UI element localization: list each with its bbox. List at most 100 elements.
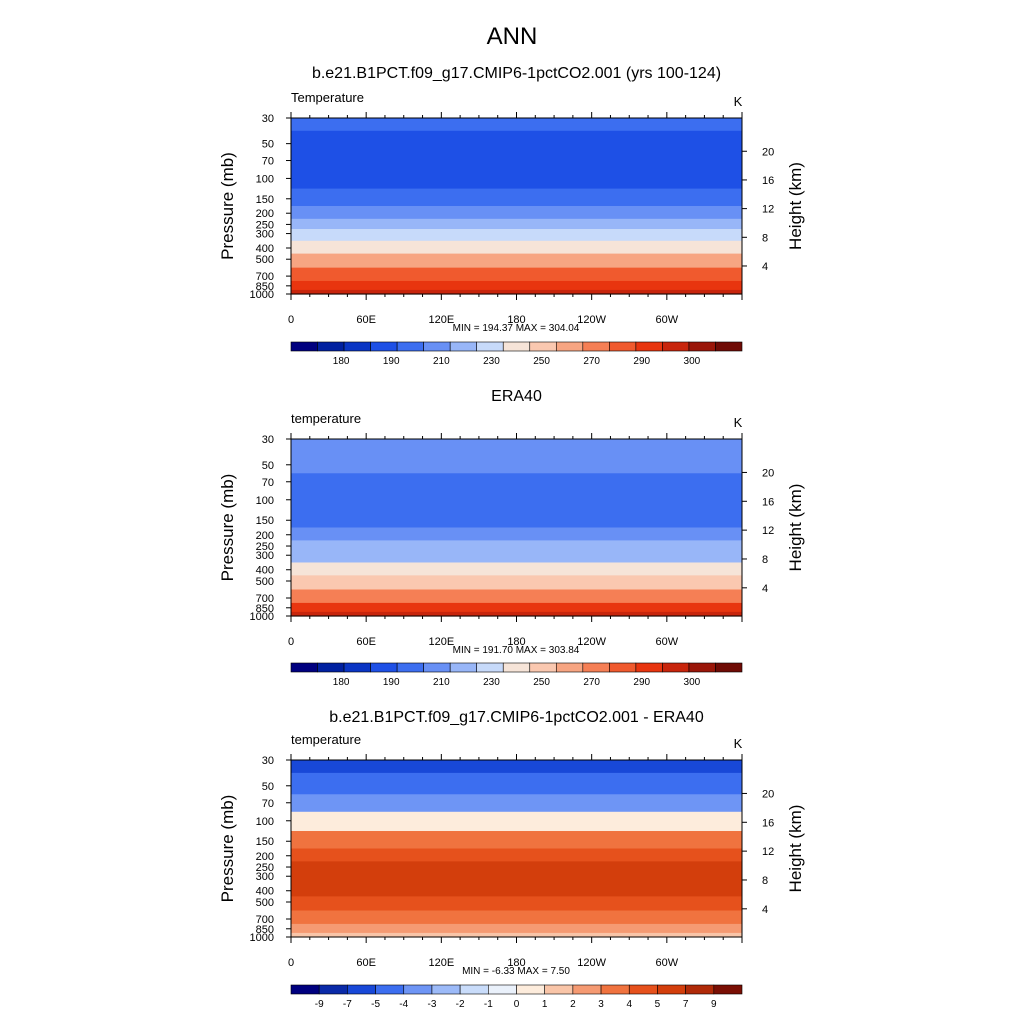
x-tick-label-180: 180 [507,314,525,326]
contour-band-300 [291,550,742,564]
y-tick-label-50: 50 [262,781,274,793]
height-tick-label-20: 20 [762,146,774,158]
colorbar-swatch [431,984,461,995]
contour-bands [291,439,742,617]
colorbar-label--2: -2 [456,999,465,1010]
colorbar-label-190: 190 [383,356,400,367]
height-axis: 20 16 12 8 4 Height (km) [742,788,805,916]
x-tick-label-120W: 120W [577,314,606,326]
colorbar-label--4: -4 [399,999,408,1010]
y-tick-label-400: 400 [256,243,274,255]
contour-band-1000 [291,932,742,938]
y-tick-label-500: 500 [256,897,274,909]
x-tick-label-0: 0 [288,636,294,648]
x-tick-label-60W: 60W [656,314,679,326]
height-axis: 20 16 12 8 4 Height (km) [742,467,805,595]
contour-band-850 [291,280,742,291]
y-tick-label-100: 100 [256,816,274,828]
height-axis-label: Height (km) [786,484,805,572]
y-tick-label-300: 300 [256,550,274,562]
height-tick-label-20: 20 [762,788,774,800]
panel-variable-label: temperature [291,411,361,426]
colorbar-label-290: 290 [633,356,650,367]
contour-bands [291,760,742,938]
contour-band-30 [291,760,742,774]
y-tick-label-30: 30 [262,434,274,446]
y-tick-label-300: 300 [256,871,274,883]
colorbar-label-270: 270 [583,356,600,367]
contour-band-70 [291,794,742,813]
colorbar-swatch [713,984,743,995]
colorbar-label-180: 180 [333,677,350,688]
y-tick-label-70: 70 [262,477,274,489]
x-tick-label-120E: 120E [428,314,454,326]
colorbar-label-290: 290 [633,677,650,688]
panel-title: b.e21.B1PCT.f09_g17.CMIP6-1pctCO2.001 - … [329,709,704,726]
colorbar-label-9: 9 [711,999,717,1010]
contour-bands [291,118,742,295]
y-tick-label-100: 100 [256,173,274,185]
y-axis-label: Pressure (mb) [218,152,237,260]
y-tick-label-70: 70 [262,798,274,810]
contour-band-1000 [291,289,742,295]
height-tick-label-4: 4 [762,261,768,273]
contour-band-400 [291,883,742,897]
colorbar-swatch [662,662,690,673]
colorbar: 180 190 210 230 250 270 290 300 [290,662,743,688]
contour-band-250 [291,218,742,230]
colorbar-swatch [396,341,424,352]
colorbar-swatch [544,984,574,995]
colorbar-swatch [516,984,545,995]
page-title: ANN [487,23,538,50]
colorbar-swatch [347,984,376,995]
contour-band-850 [291,923,742,934]
y-axis-label: Pressure (mb) [218,795,237,903]
y-tick-label-1000: 1000 [250,611,274,623]
contour-band-100 [291,490,742,511]
contour-band-400 [291,240,742,255]
y-tick-label-1000: 1000 [250,932,274,944]
y-tick-label-500: 500 [256,576,274,588]
colorbar-label-190: 190 [383,677,400,688]
x-tick-label-120E: 120E [428,957,454,969]
contour-band-50 [291,772,742,795]
colorbar-label--5: -5 [371,999,380,1010]
colorbar-label-4: 4 [626,999,632,1010]
panel-units-label: K [734,94,743,109]
y-tick-label-100: 100 [256,495,274,507]
colorbar-label-300: 300 [684,677,701,688]
y-tick-label-850: 850 [256,603,274,615]
height-tick-label-16: 16 [762,175,774,187]
contour-band-200 [291,206,742,220]
colorbar: 180 190 210 230 250 270 290 300 [290,341,743,367]
x-tick-label-120E: 120E [428,636,454,648]
colorbar-swatch [370,341,398,352]
colorbar-swatch [488,984,517,995]
panel-variable-label: Temperature [291,90,364,105]
y-tick-label-500: 500 [256,254,274,266]
contour-band-700 [291,589,742,604]
colorbar-swatch [715,662,743,673]
chart-panel-2: ERA40 temperature K 0 60E 120E 180 120W 60W 30 50 7… [218,388,805,688]
colorbar-label-3: 3 [598,999,604,1010]
y-tick-label-1000: 1000 [250,289,274,301]
chart-panel-1: b.e21.B1PCT.f09_g17.CMIP6-1pctCO2.001 (y… [218,65,805,367]
colorbar-label-230: 230 [483,356,500,367]
x-tick-label-0: 0 [288,957,294,969]
colorbar-swatch [343,341,371,352]
panel-variable-label: temperature [291,732,361,747]
contour-band-500 [291,253,742,269]
chart-panel-3: b.e21.B1PCT.f09_g17.CMIP6-1pctCO2.001 - … [218,709,805,1010]
y-tick-label-850: 850 [256,281,274,293]
contour-band-70 [291,473,742,492]
y-tick-label-150: 150 [256,836,274,848]
y-tick-label-150: 150 [256,515,274,527]
colorbar-label-250: 250 [533,677,550,688]
y-tick-label-30: 30 [262,113,274,125]
colorbar-swatch [343,662,371,673]
height-axis: 20 16 12 8 4 Height (km) [742,146,805,273]
colorbar-swatch [529,341,557,352]
height-tick-label-16: 16 [762,496,774,508]
contour-band-30 [291,118,742,132]
colorbar-label-0: 0 [514,999,520,1010]
